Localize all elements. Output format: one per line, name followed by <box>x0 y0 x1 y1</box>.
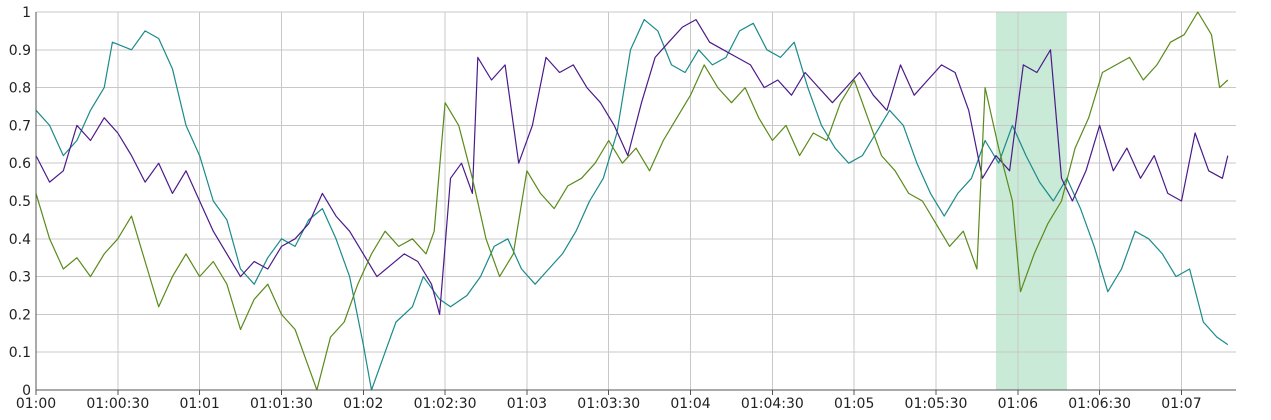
x-tick-label: 01:06 <box>998 396 1038 412</box>
x-tick-label: 01:02 <box>343 396 383 412</box>
x-tick-label: 01:02:30 <box>414 396 477 412</box>
series-line-3 <box>35 11 1229 391</box>
y-tick-label: 0.5 <box>9 194 31 210</box>
y-tick-label: 0.8 <box>9 81 31 97</box>
series-line-1 <box>35 19 1229 391</box>
x-tick-label: 01:05:30 <box>905 396 968 412</box>
y-tick-label: 0.1 <box>9 345 31 361</box>
series-line-2 <box>35 19 1229 315</box>
tick-label-layer: 0 0.1 0.2 0.3 0.4 0.5 0.6 0.7 0.8 0.9 1 01:00 01:00:… <box>9 5 1202 412</box>
series-layer <box>35 11 1229 391</box>
y-tick-label: 0.9 <box>9 43 31 59</box>
x-tick-label: 01:06:30 <box>1068 396 1131 412</box>
y-tick-label: 0.4 <box>9 232 31 248</box>
axis-layer <box>35 12 1236 395</box>
y-tick-label: 1 <box>22 5 31 21</box>
x-tick-label: 01:07 <box>1161 396 1201 412</box>
x-tick-label: 01:03 <box>507 396 547 412</box>
x-tick-label: 01:04 <box>670 396 710 412</box>
x-tick-label: 01:05 <box>834 396 874 412</box>
y-tick-label: 0.7 <box>9 118 31 134</box>
y-tick-label: 0.2 <box>9 307 31 323</box>
x-tick-label: 01:01 <box>179 396 219 412</box>
y-tick-label: 0.3 <box>9 270 31 286</box>
y-tick-label: 0 <box>22 383 31 399</box>
x-tick-label: 01:03:30 <box>577 396 640 412</box>
y-tick-label: 0.6 <box>9 156 31 172</box>
x-tick-label: 01:01:30 <box>250 396 313 412</box>
x-tick-label: 01:04:30 <box>741 396 804 412</box>
x-tick-label: 01:00:30 <box>86 396 149 412</box>
x-tick-label: 01:00 <box>16 396 56 412</box>
